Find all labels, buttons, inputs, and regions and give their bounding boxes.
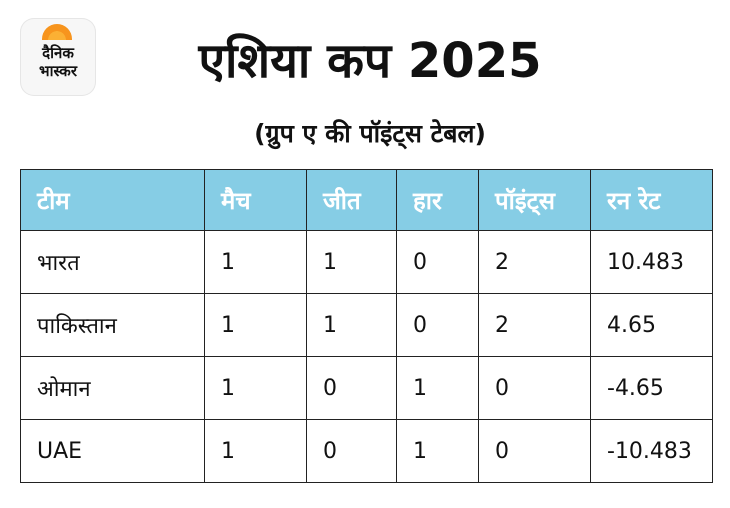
matches-cell: 1 [204, 356, 307, 420]
table-row: UAE 1 0 1 0 -10.483 [20, 419, 713, 483]
logo-line-1: दैनिक [42, 44, 74, 62]
team-name: पाकिस्तान [20, 293, 205, 357]
team-name: भारत [20, 230, 205, 294]
header-team: टीम [20, 169, 205, 231]
points-cell: 0 [478, 356, 591, 420]
run-rate-cell: -10.483 [590, 419, 713, 483]
wins-cell: 1 [306, 230, 397, 294]
wins-cell: 1 [306, 293, 397, 357]
table-header-row: टीम मैच जीत हार पॉइंट्स रन रेट [20, 169, 713, 231]
points-table: टीम मैच जीत हार पॉइंट्स रन रेट भारत 1 1 … [20, 169, 713, 483]
matches-cell: 1 [204, 230, 307, 294]
matches-cell: 1 [204, 293, 307, 357]
run-rate-cell: -4.65 [590, 356, 713, 420]
dainik-bhaskar-logo: दैनिक भास्कर [20, 18, 96, 96]
team-name: UAE [20, 419, 205, 483]
run-rate-cell: 4.65 [590, 293, 713, 357]
sun-icon [42, 24, 72, 40]
losses-cell: 1 [396, 356, 479, 420]
page-subtitle: (ग्रुप ए की पॉइंट्स टेबल) [254, 119, 486, 148]
header-wins: जीत [306, 169, 397, 231]
points-cell: 2 [478, 230, 591, 294]
logo-line-2: भास्कर [39, 62, 77, 80]
losses-cell: 0 [396, 230, 479, 294]
page-title: एशिया कप 2025 [198, 33, 542, 89]
header-points: पॉइंट्स [478, 169, 591, 231]
losses-cell: 1 [396, 419, 479, 483]
team-name: ओमान [20, 356, 205, 420]
run-rate-cell: 10.483 [590, 230, 713, 294]
table-row: पाकिस्तान 1 1 0 2 4.65 [20, 293, 713, 357]
losses-cell: 0 [396, 293, 479, 357]
points-cell: 0 [478, 419, 591, 483]
header-run-rate: रन रेट [590, 169, 713, 231]
table-row: भारत 1 1 0 2 10.483 [20, 230, 713, 294]
wins-cell: 0 [306, 356, 397, 420]
table-row: ओमान 1 0 1 0 -4.65 [20, 356, 713, 420]
header-matches: मैच [204, 169, 307, 231]
points-cell: 2 [478, 293, 591, 357]
header-losses: हार [396, 169, 479, 231]
wins-cell: 0 [306, 419, 397, 483]
matches-cell: 1 [204, 419, 307, 483]
